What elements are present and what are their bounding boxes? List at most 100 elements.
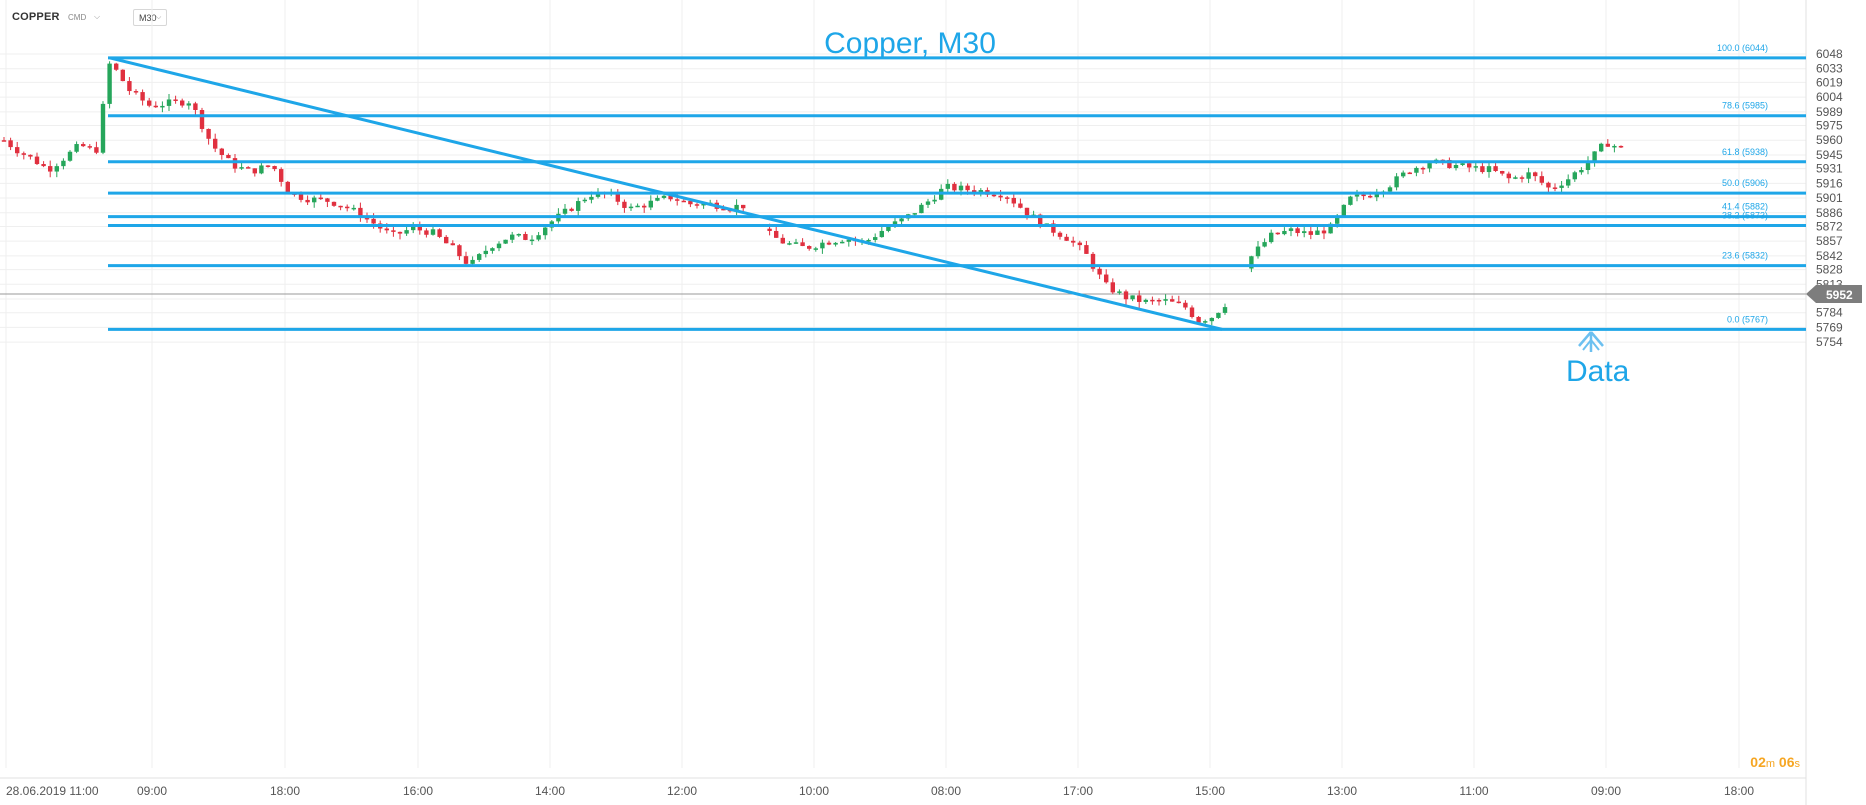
- candle-body: [1585, 161, 1591, 170]
- candle-body: [1341, 204, 1346, 216]
- candle-body: [265, 165, 271, 167]
- candle-body: [345, 206, 350, 209]
- candle-body: [1394, 176, 1399, 188]
- candle-body: [734, 204, 739, 211]
- candle-body: [1605, 143, 1610, 147]
- candle-body: [1599, 143, 1604, 152]
- candle-body: [411, 226, 416, 231]
- x-tick-label: 18:00: [1724, 784, 1754, 798]
- candle-body: [622, 201, 627, 208]
- fib-level-label: 78.6 (5985): [1722, 101, 1768, 111]
- timeframe-button[interactable]: M30 ⌵: [133, 9, 167, 26]
- candle-body: [1533, 172, 1538, 177]
- candle-body: [318, 197, 323, 200]
- candle-body: [1057, 232, 1063, 237]
- fib-level-label: 61.8 (5938): [1722, 147, 1768, 157]
- candle-body: [952, 183, 957, 191]
- candle-body: [807, 246, 812, 249]
- candle-body: [945, 183, 950, 189]
- exchange-label[interactable]: CMD: [68, 13, 87, 22]
- candle-body: [166, 99, 172, 106]
- candle-body: [496, 243, 502, 249]
- candle-body: [1249, 256, 1254, 269]
- candle-body: [965, 185, 970, 191]
- candle-body: [1064, 236, 1069, 241]
- x-tick-label: 13:00: [1327, 784, 1357, 798]
- y-tick-label: 5989: [1816, 105, 1843, 119]
- x-tick-label: 16:00: [403, 784, 433, 798]
- candle-body: [213, 138, 218, 149]
- candle-body: [147, 100, 152, 106]
- candle-body: [510, 234, 515, 240]
- candle-body: [886, 226, 891, 231]
- candle-body: [246, 167, 251, 169]
- candle-body: [675, 199, 680, 201]
- candle-body: [1084, 245, 1089, 254]
- candle-body: [444, 236, 449, 244]
- candle-body: [305, 199, 310, 203]
- fib-level-label: 23.6 (5832): [1722, 251, 1768, 261]
- candle-body: [972, 190, 977, 193]
- candle-body: [1401, 172, 1406, 177]
- candle-body: [1572, 172, 1577, 180]
- candle-body: [668, 195, 673, 200]
- candle-body: [655, 197, 660, 201]
- candle-body: [958, 185, 964, 191]
- symbol-label[interactable]: COPPER: [12, 11, 60, 23]
- candle-body: [397, 231, 403, 234]
- candle-body: [1156, 299, 1162, 302]
- candle-body: [1150, 299, 1155, 302]
- candle-body: [1269, 232, 1274, 243]
- candle-body: [1209, 317, 1214, 322]
- y-tick-label: 5872: [1816, 219, 1843, 233]
- candle-body: [1275, 232, 1280, 235]
- candle-body: [1077, 242, 1082, 246]
- y-tick-label: 5784: [1816, 306, 1843, 320]
- candle-body: [1216, 312, 1221, 318]
- candle-body: [74, 144, 79, 152]
- candle-body: [180, 100, 185, 106]
- candle-body: [1011, 197, 1016, 204]
- candle-body: [1467, 163, 1472, 168]
- chevron-down-icon[interactable]: ⌵: [94, 12, 101, 21]
- candle-body: [793, 242, 799, 244]
- candle-body: [457, 245, 462, 257]
- candle-body: [1519, 177, 1525, 179]
- candle-body: [173, 99, 178, 101]
- candle-body: [331, 201, 337, 206]
- candle-body: [127, 81, 132, 92]
- candle-body: [661, 195, 667, 198]
- timeframe-label: M30: [139, 13, 157, 23]
- candle-body: [820, 242, 825, 249]
- candle-body: [780, 237, 785, 244]
- candle-body: [279, 169, 284, 182]
- candle-body: [1374, 193, 1379, 198]
- candle-body: [1361, 194, 1366, 197]
- candle-body: [133, 91, 139, 93]
- candle-body: [15, 147, 20, 154]
- y-tick-label: 5960: [1816, 133, 1843, 147]
- candle-countdown: 02m 06s: [1750, 754, 1800, 770]
- x-tick-label: 18:00: [270, 784, 300, 798]
- candle-body: [226, 154, 231, 159]
- candle-body: [358, 207, 363, 218]
- candle-body: [1005, 197, 1010, 199]
- candle-body: [1090, 253, 1096, 269]
- arrow-up-icon: [1578, 331, 1604, 352]
- candle-body: [67, 151, 73, 161]
- candle-body: [1196, 316, 1201, 323]
- y-tick-label: 5886: [1816, 206, 1843, 220]
- candle-body: [688, 200, 693, 205]
- y-tick-label: 5754: [1816, 335, 1843, 349]
- candle-body: [767, 228, 772, 231]
- x-tick-label: 14:00: [535, 784, 565, 798]
- candle-body: [298, 194, 304, 200]
- candle-body: [325, 198, 330, 202]
- candle-body: [1222, 307, 1228, 313]
- candle-body: [582, 199, 587, 202]
- candle-body: [1288, 228, 1294, 231]
- candle-body: [1295, 228, 1300, 234]
- candle-body: [364, 217, 370, 220]
- candle-body: [840, 241, 845, 244]
